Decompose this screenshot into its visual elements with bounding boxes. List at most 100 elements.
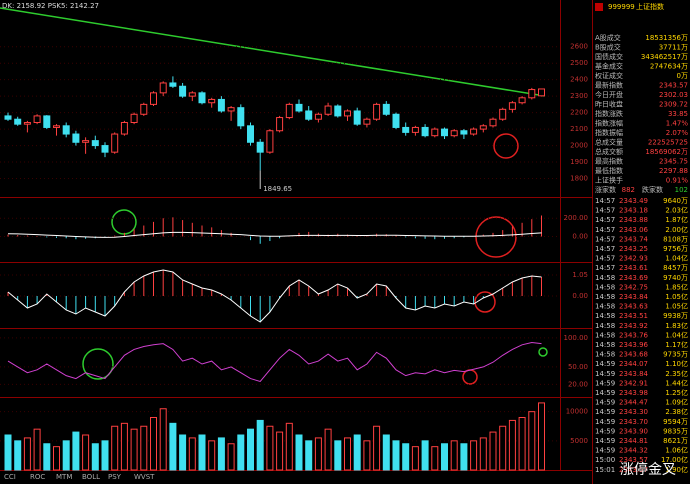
candle-body <box>353 110 361 125</box>
quote-label: 最高指数 <box>595 157 623 166</box>
volume-bar <box>295 434 303 471</box>
tick-volume: 1.17亿 <box>665 340 688 349</box>
tick-time: 14:59 <box>595 389 615 397</box>
candle-body <box>140 103 148 115</box>
tick-volume: 1.04亿 <box>665 254 688 263</box>
candle-body <box>499 108 507 120</box>
volume-bar <box>43 443 51 471</box>
tick-volume: 9938万 <box>663 312 688 320</box>
tick-volume: 2.35亿 <box>665 369 688 378</box>
y-tick-label: 2600 <box>570 43 588 51</box>
candle-body <box>460 130 468 135</box>
candle-body <box>198 92 206 104</box>
stock-code: 999999 <box>608 3 635 11</box>
volume-bar <box>528 411 536 471</box>
quote-label: 今日开盘 <box>595 90 623 99</box>
volume-bar <box>217 437 225 471</box>
candle-body <box>402 126 410 133</box>
quote-value: 18531356万 <box>645 34 688 42</box>
volume-bar <box>237 434 245 471</box>
candle-body <box>91 140 99 147</box>
tick-price: 2343.18 <box>619 207 648 215</box>
candle-body <box>324 105 332 115</box>
indicator-tab[interactable]: BOLL <box>82 473 100 481</box>
candle-body <box>130 113 138 124</box>
quote-value: 0.91% <box>666 177 689 185</box>
candle-body <box>285 103 293 119</box>
indicator-tab[interactable]: WVST <box>134 473 155 481</box>
y-tick-label: 0.00 <box>572 232 588 240</box>
y-tick-label: 1900 <box>570 158 588 166</box>
tick-time: 14:57 <box>595 255 615 263</box>
quote-value: 37711万 <box>659 44 688 52</box>
tick-price: 2343.57 <box>619 456 648 464</box>
tick-price: 2343.25 <box>619 245 648 253</box>
quote-label: 国债成交 <box>595 52 623 61</box>
quote-value: 2747634万 <box>650 63 688 71</box>
volume-bar <box>518 417 526 471</box>
y-tick-label: 1800 <box>570 175 588 183</box>
volume-bar <box>353 434 361 471</box>
tick-price: 2343.51 <box>619 312 648 320</box>
quote-value: 2309.72 <box>659 101 688 109</box>
volume-bar <box>324 428 332 471</box>
quote-label: 总成交额 <box>595 147 623 156</box>
tick-volume: 9594万 <box>663 418 688 426</box>
tick-time: 14:57 <box>595 216 615 224</box>
tick-price: 2343.61 <box>619 264 648 272</box>
candle-body <box>305 110 313 120</box>
quote-value: 222525725 <box>648 139 688 147</box>
tick-volume: 8621万 <box>663 437 688 445</box>
breadth-item: 882 <box>622 186 635 194</box>
quote-label: 昨日收盘 <box>595 100 623 109</box>
candle-body <box>256 141 264 153</box>
candle-body <box>62 125 70 135</box>
indicator-tab[interactable]: CCI <box>4 473 16 481</box>
volume-bar <box>305 440 313 471</box>
candle-body <box>392 113 400 128</box>
volume-bar <box>62 440 70 471</box>
candle-body <box>363 118 371 125</box>
volume-bar <box>256 419 264 471</box>
quote-value: 2343.57 <box>659 82 688 90</box>
tick-time: 14:57 <box>595 197 615 205</box>
tick-volume: 1.05亿 <box>665 302 688 311</box>
volume-bar <box>23 437 31 471</box>
tick-volume: 9735万 <box>663 351 688 359</box>
candle-body <box>508 102 516 110</box>
tick-time: 14:57 <box>595 264 615 272</box>
volume-bar <box>72 431 80 471</box>
quote-value: 343462517万 <box>641 53 688 61</box>
y-tick-label: 1.05 <box>572 271 588 279</box>
candle-body <box>120 122 128 135</box>
indicator-tab[interactable]: PSY <box>108 473 122 481</box>
quote-label: 总成交量 <box>595 138 623 147</box>
tick-time: 14:57 <box>595 207 615 215</box>
tick-volume: 1.85亿 <box>665 282 688 291</box>
tick-time: 14:59 <box>595 418 615 426</box>
tick-time: 14:58 <box>595 274 615 282</box>
y-tick-label: 2300 <box>570 92 588 100</box>
volume-bar <box>373 425 381 471</box>
candle-body <box>53 125 60 128</box>
volume-bar <box>382 434 390 471</box>
volume-bar <box>460 443 468 471</box>
volume-bar <box>499 425 507 471</box>
quote-value: 18569062万 <box>645 148 688 156</box>
quote-value: 2345.75 <box>659 158 688 166</box>
y-tick-label: 2500 <box>570 59 588 67</box>
candle-body <box>227 107 235 112</box>
tick-time: 14:58 <box>595 341 615 349</box>
indicator-tab[interactable]: MTM <box>56 473 72 481</box>
tick-price: 2342.93 <box>619 255 648 263</box>
candle-body <box>538 88 545 97</box>
y-tick-label: 50.00 <box>568 363 588 371</box>
tick-volume: 2.03亿 <box>665 206 688 215</box>
breadth-item: 涨家数 <box>595 185 616 194</box>
indicator-tab[interactable]: ROC <box>30 473 45 481</box>
candle-body <box>43 115 51 128</box>
tick-volume: 9756万 <box>663 245 688 253</box>
volume-bar <box>140 425 148 471</box>
tick-time: 14:57 <box>595 235 615 243</box>
